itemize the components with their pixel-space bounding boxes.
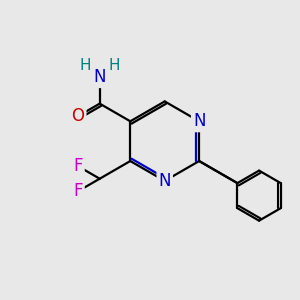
Text: N: N <box>158 172 171 190</box>
Text: N: N <box>93 68 106 86</box>
Text: H: H <box>79 58 91 73</box>
Text: O: O <box>71 107 85 125</box>
Text: F: F <box>73 182 83 200</box>
Text: F: F <box>73 157 83 175</box>
Text: N: N <box>193 112 206 130</box>
Text: H: H <box>109 58 120 73</box>
